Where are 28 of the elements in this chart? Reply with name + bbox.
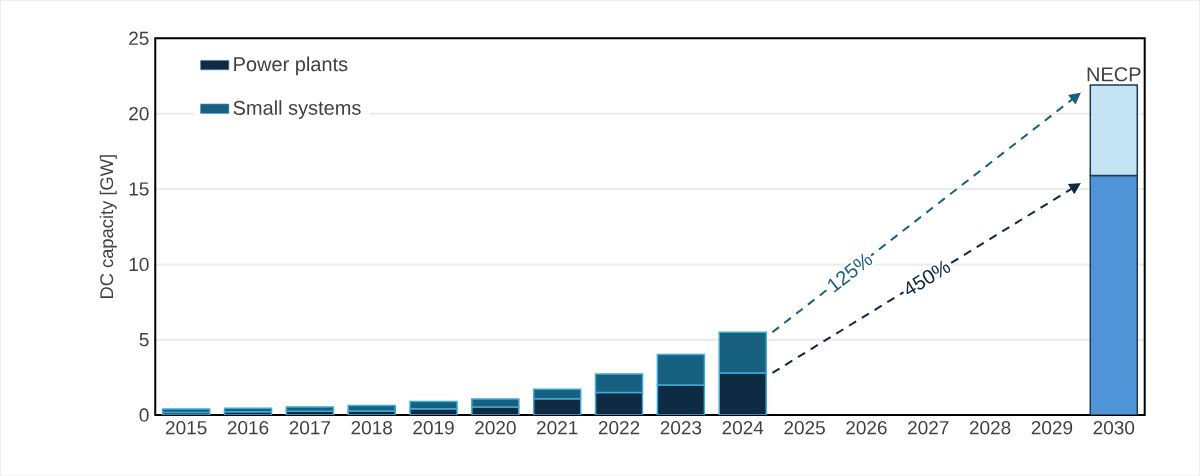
x-tick-label: 2027 bbox=[908, 420, 949, 435]
annotation: NECP bbox=[1087, 67, 1141, 82]
x-tick-label: 2017 bbox=[289, 420, 331, 435]
y-axis-title: DC capacity [GW] bbox=[99, 155, 117, 298]
x-tick-label: 2021 bbox=[537, 420, 578, 435]
y-tick-label: 0 bbox=[139, 408, 149, 422]
x-tick-label: 2019 bbox=[413, 420, 454, 435]
y-tick-label: 5 bbox=[139, 332, 149, 347]
bar bbox=[285, 406, 335, 412]
y-tick-label: 15 bbox=[129, 182, 149, 196]
x-tick-label: 2016 bbox=[227, 420, 269, 435]
bar bbox=[347, 404, 396, 412]
x-tick-label: 2022 bbox=[598, 420, 640, 435]
x-tick-label: 2018 bbox=[351, 420, 392, 435]
x-tick-label: 2028 bbox=[969, 420, 1011, 435]
x-tick-label: 2030 bbox=[1093, 420, 1135, 435]
y-tick-label: 10 bbox=[129, 257, 149, 271]
x-tick-label: 2015 bbox=[166, 420, 207, 435]
x-tick-label: 2023 bbox=[660, 420, 702, 435]
x-tick-label: 2025 bbox=[784, 420, 825, 435]
y-tick-label: 20 bbox=[129, 106, 149, 121]
x-tick-label: 2029 bbox=[1031, 420, 1073, 435]
legend-label: Small systems bbox=[233, 100, 361, 119]
x-tick-label: 2026 bbox=[846, 420, 887, 435]
x-tick-label: 2020 bbox=[475, 420, 516, 435]
y-tick-label: 25 bbox=[129, 31, 149, 45]
x-tick-label: 2024 bbox=[722, 420, 764, 435]
legend-label: Power plants bbox=[234, 56, 348, 76]
